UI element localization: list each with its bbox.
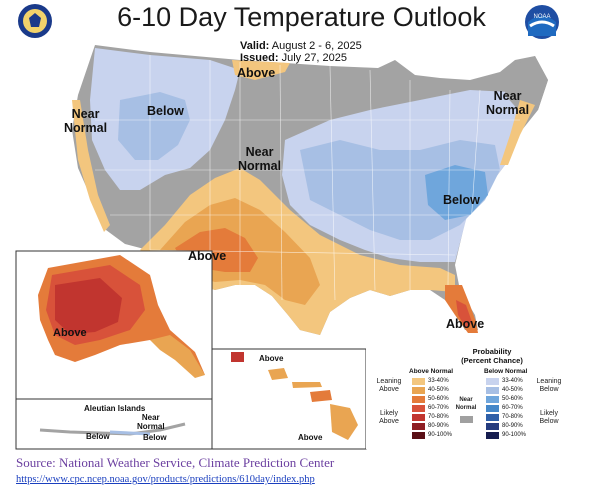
label-aleutian-islands: Aleutian Islands	[84, 404, 146, 413]
legend-box	[366, 345, 560, 449]
northeast-near-normal	[505, 56, 548, 112]
legend-below-bin-label: 70-80%	[502, 414, 523, 420]
legend-near-normal-swatch	[460, 416, 473, 423]
label-above-north: Above	[237, 66, 276, 80]
legend-below-bin-label: 40-50%	[502, 387, 523, 393]
label-below-northwest: Below	[147, 104, 184, 118]
legend-above-bin-swatch	[412, 396, 425, 403]
label-above-alaska: Above	[53, 327, 87, 339]
label-near-normal-aleutians: Near Normal	[137, 413, 165, 431]
legend-below-bin-label: 80-90%	[502, 423, 523, 429]
label-below-east: Below	[443, 193, 480, 207]
legend-above-bin-label: 80-90%	[428, 423, 449, 429]
legend-below-bin-swatch	[486, 378, 499, 385]
hawaii-oahu	[268, 368, 288, 380]
legend-above-bin-label: 40-50%	[428, 387, 449, 393]
legend-leaning-above: Leaning Above	[376, 378, 402, 393]
noaa-logo: NOAA	[524, 4, 560, 40]
legend-likely-below: Likely Below	[539, 410, 559, 425]
legend-below-bin-swatch	[486, 432, 499, 439]
legend-likely-above: Likely Above	[379, 410, 399, 425]
valid-value: August 2 - 6, 2025	[271, 40, 362, 52]
label-above-southwest: Above	[188, 249, 227, 263]
label-below-aleutians-2: Below	[143, 433, 167, 442]
label-above-florida: Above	[446, 317, 485, 331]
hawaii-maui	[310, 390, 332, 402]
hawaii-big-island	[330, 404, 358, 440]
label-below-aleutians-1: Below	[86, 432, 110, 441]
legend-above-header: Above Normal	[409, 368, 454, 375]
legend-above-bin-swatch	[412, 405, 425, 412]
label-above-hawaii-2: Above	[298, 433, 323, 442]
issued-value: July 27, 2025	[281, 52, 348, 64]
valid-label: Valid:	[240, 40, 270, 52]
svg-text:NOAA: NOAA	[533, 14, 550, 20]
legend-above-bin-swatch	[412, 432, 425, 439]
legend-below-bin-swatch	[486, 405, 499, 412]
issued-label: Issued:	[240, 52, 279, 64]
legend-near-normal: Near Normal	[455, 397, 477, 411]
florida-above-core	[456, 300, 472, 328]
legend-above-bin-swatch	[412, 423, 425, 430]
label-near-normal-central: Near Normal	[238, 145, 282, 173]
legend-above-bin-label: 90-100%	[428, 432, 453, 438]
legend-above-bin-label: 33-40%	[428, 378, 449, 384]
valid-dates: Valid: August 2 - 6, 2025 Issued: July 2…	[240, 40, 362, 64]
legend-above-bin-label: 60-70%	[428, 405, 449, 411]
commerce-seal-logo	[17, 3, 53, 39]
northwest-below-core	[118, 92, 190, 160]
legend-below-header: Below Normal	[484, 368, 528, 375]
aleutian-below-segment	[109, 430, 151, 436]
legend-below-bin-swatch	[486, 396, 499, 403]
legend-below-bin-label: 33-40%	[502, 378, 523, 384]
source-credit: Source: National Weather Service, Climat…	[16, 455, 335, 470]
alaska-above-core	[55, 278, 122, 334]
label-near-normal-northeast: Near Normal	[486, 89, 530, 117]
legend-below-bin-label: 90-100%	[502, 432, 527, 438]
north-above-patch	[232, 60, 290, 80]
west-coast-above-strip	[72, 100, 110, 232]
legend-below-bin-label: 60-70%	[502, 405, 523, 411]
hawaii-kauai	[231, 352, 244, 362]
legend-below-bin-swatch	[486, 423, 499, 430]
state-borders	[95, 55, 520, 301]
map-title: 6-10 Day Temperature Outlook	[117, 2, 486, 32]
legend-leaning-below: Leaning Below	[536, 378, 562, 393]
label-above-hawaii-1: Above	[259, 354, 284, 363]
label-near-normal-west: Near Normal	[64, 107, 108, 135]
northeast-coast-strip	[500, 100, 535, 165]
legend-above-bin-label: 70-80%	[428, 414, 449, 420]
legend-above-bin-swatch	[412, 387, 425, 394]
source-url-link[interactable]: https://www.cpc.ncep.noaa.gov/products/p…	[16, 474, 315, 485]
alaska-panhandle	[150, 335, 205, 378]
legend-below-bin-label: 50-60%	[502, 396, 523, 402]
legend-above-bin-swatch	[412, 414, 425, 421]
legend-above-bin-swatch	[412, 378, 425, 385]
legend-below-bin-swatch	[486, 387, 499, 394]
legend-title: Probability (Percent Chance)	[461, 347, 523, 365]
legend-below-bin-swatch	[486, 414, 499, 421]
legend-above-bin-label: 50-60%	[428, 396, 449, 402]
hawaii-molokai	[292, 382, 322, 388]
